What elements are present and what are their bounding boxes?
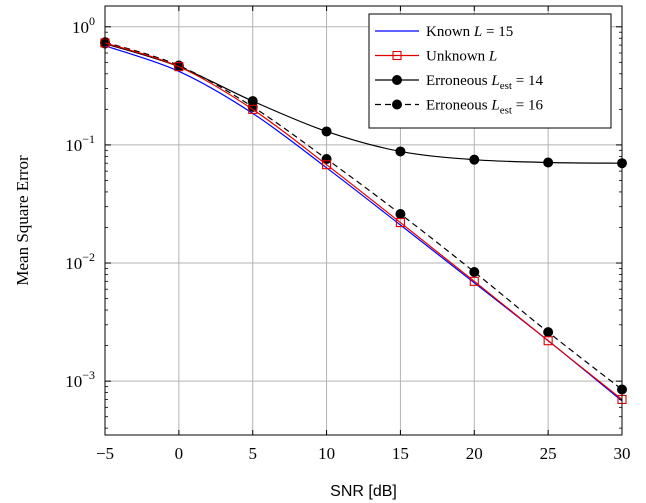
data-point-square bbox=[248, 104, 258, 114]
data-point-square bbox=[469, 276, 479, 286]
legend-label: Erroneous Lest = 16 bbox=[426, 98, 543, 117]
legend-item: Unknown L bbox=[375, 49, 497, 65]
data-point-circle bbox=[395, 146, 406, 157]
series-line bbox=[104, 41, 623, 390]
y-tick-label: 10−2 bbox=[65, 250, 95, 273]
x-tick-label: 20 bbox=[466, 444, 483, 463]
x-tick-label: 15 bbox=[392, 444, 409, 463]
legend-item: Known L = 15 bbox=[375, 24, 513, 40]
legend-label: Erroneous Lest = 14 bbox=[426, 73, 543, 92]
y-tick-exponent: −2 bbox=[82, 250, 95, 264]
data-point-circle bbox=[543, 157, 554, 168]
y-tick-base: 10 bbox=[72, 18, 89, 37]
x-tick-label: 10 bbox=[318, 444, 335, 463]
y-tick-base: 10 bbox=[65, 372, 82, 391]
legend-label-prefix: Erroneous bbox=[426, 73, 491, 89]
y-tick-base: 10 bbox=[65, 254, 82, 273]
y-tick-exponent: 0 bbox=[89, 14, 95, 28]
data-point-square bbox=[322, 160, 332, 170]
data-point-square bbox=[543, 336, 553, 346]
legend-label-suffix: = 15 bbox=[482, 24, 513, 40]
y-tick-exponent: −1 bbox=[82, 132, 95, 146]
legend-label-italic: L bbox=[490, 73, 499, 89]
data-point-square bbox=[174, 62, 184, 72]
data-point-circle bbox=[469, 266, 480, 277]
data-point-circle bbox=[392, 75, 402, 85]
legend-label-italic: L bbox=[488, 49, 497, 65]
x-tick-label: 0 bbox=[175, 444, 184, 463]
legend-label-prefix: Erroneous bbox=[426, 98, 491, 114]
x-tick-label: −5 bbox=[96, 444, 114, 463]
data-point-square bbox=[392, 50, 402, 61]
y-tick-exponent: −3 bbox=[82, 368, 95, 382]
x-tick-label: 5 bbox=[248, 444, 257, 463]
legend-label: Unknown L bbox=[426, 49, 497, 65]
y-tick-base: 10 bbox=[65, 136, 82, 155]
legend-label-sub: est bbox=[500, 105, 512, 117]
data-point-circle bbox=[392, 99, 402, 110]
legend-label: Known L = 15 bbox=[426, 24, 513, 40]
legend-item: Erroneous Lest = 16 bbox=[375, 98, 543, 117]
legend-label-suffix: = 14 bbox=[512, 73, 543, 89]
y-tick-label: 100 bbox=[72, 14, 95, 37]
series-layer bbox=[100, 37, 627, 404]
y-axis-title: Mean Square Error bbox=[13, 155, 32, 286]
legend-label-italic: L bbox=[490, 98, 499, 114]
legend-label-sub: est bbox=[500, 80, 512, 92]
series-line bbox=[104, 42, 623, 400]
legend-label-prefix: Known bbox=[426, 24, 474, 40]
plot-frame bbox=[104, 5, 623, 436]
x-tick-label: 30 bbox=[614, 444, 631, 463]
y-tick-label: 10−3 bbox=[65, 368, 95, 391]
x-tick-labels: −5 0 5 10 15 20 25 30 bbox=[96, 444, 631, 463]
y-tick-label: 10−1 bbox=[65, 132, 95, 155]
legend-label-italic: L bbox=[473, 24, 482, 40]
data-point-circle bbox=[321, 126, 332, 137]
legend-box bbox=[368, 13, 612, 129]
data-point-circle bbox=[469, 154, 480, 165]
series-3 bbox=[100, 37, 627, 395]
x-tick-label: 25 bbox=[540, 444, 557, 463]
legend-label-suffix: = 16 bbox=[512, 98, 543, 114]
tick-marks bbox=[104, 6, 623, 435]
data-point-circle bbox=[395, 209, 406, 220]
data-point-circle bbox=[543, 327, 554, 338]
legend-label-prefix: Unknown bbox=[426, 49, 489, 65]
legend-item: Erroneous Lest = 14 bbox=[375, 73, 543, 92]
x-axis-title: SNR [dB] bbox=[330, 483, 397, 500]
data-point-square bbox=[395, 218, 405, 228]
